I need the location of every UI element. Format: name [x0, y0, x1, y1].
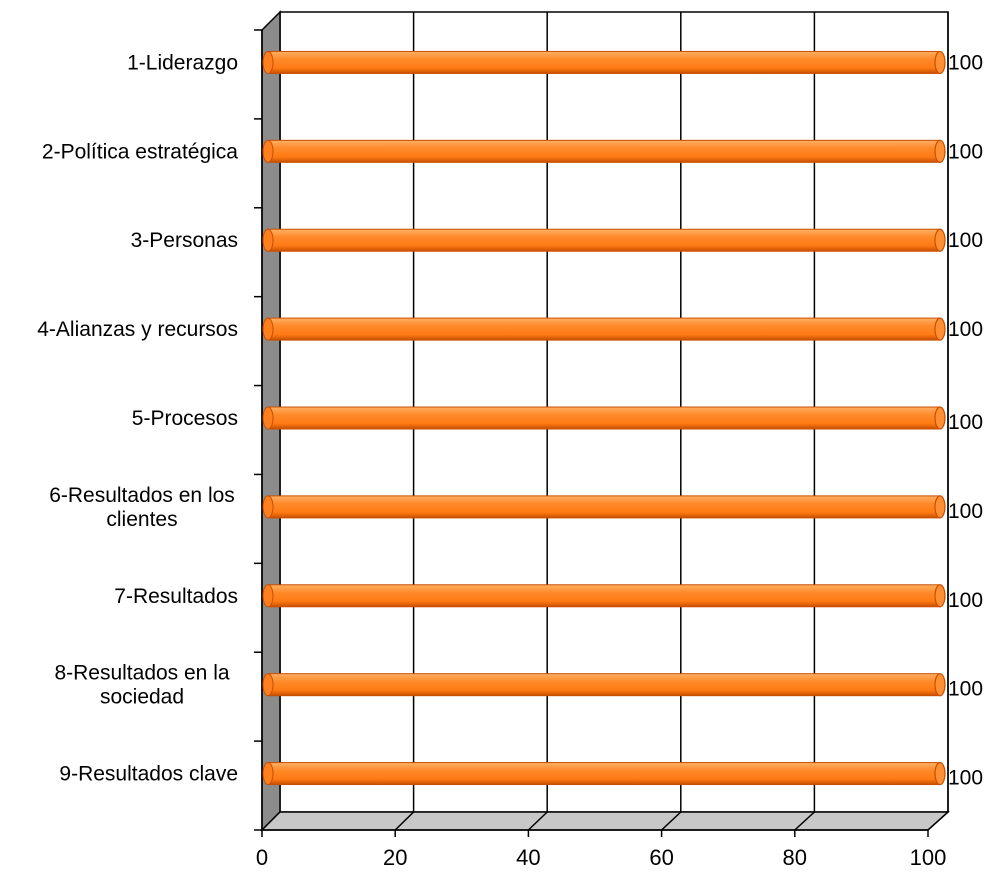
- bar: [262, 50, 946, 75]
- bar-body: [267, 584, 941, 608]
- bar: [262, 317, 946, 341]
- bar: [262, 139, 946, 163]
- category-label: 5-Procesos: [132, 407, 238, 430]
- data-label: 100: [948, 411, 983, 434]
- bar-body: [267, 495, 941, 519]
- data-label: 100: [948, 51, 983, 74]
- bar-end-cap: [934, 317, 946, 341]
- data-label: 100: [948, 589, 983, 612]
- x-tick-label: 0: [256, 845, 268, 870]
- bar-body: [267, 317, 941, 341]
- bar-body: [267, 139, 941, 163]
- bar-end-cap: [934, 761, 946, 786]
- bar-start-cap: [262, 673, 274, 697]
- gridline-floor: [394, 811, 415, 831]
- bar-end-cap: [934, 673, 946, 697]
- bar: [262, 673, 946, 697]
- bar: [262, 584, 946, 608]
- bar-start-cap: [262, 317, 274, 341]
- category-label: 7-Resultados: [114, 585, 238, 608]
- category-label: 3-Personas: [131, 229, 238, 252]
- bar-end-cap: [934, 495, 946, 519]
- bar-end-cap: [934, 406, 946, 430]
- x-tick-labels: 0 20 40 60 80 100: [256, 845, 946, 870]
- bar-start-cap: [262, 50, 274, 74]
- bars: [262, 50, 946, 786]
- bar-start-cap: [262, 228, 274, 252]
- bar-end-cap: [934, 584, 946, 608]
- category-label: 6-Resultados en los: [49, 484, 235, 507]
- bar: [262, 761, 946, 786]
- bar-start-cap: [262, 762, 274, 786]
- data-label: 100: [948, 500, 983, 523]
- bar-body: [267, 228, 941, 252]
- bar-body: [267, 50, 941, 74]
- bar-end-cap: [934, 50, 946, 75]
- axes: [254, 29, 929, 837]
- x-tick-label: 60: [649, 845, 673, 870]
- gridline-floor: [927, 811, 949, 831]
- bar-start-cap: [262, 139, 274, 163]
- x-tick-label: 20: [383, 845, 407, 870]
- category-label: 4-Alianzas y recursos: [37, 318, 238, 341]
- category-labels: 1-Liderazgo 2-Política estratégica 3-Perso…: [37, 51, 238, 785]
- bar: [262, 406, 946, 430]
- data-label: 100: [948, 140, 983, 163]
- bar-body: [267, 406, 941, 430]
- data-labels: 100 100 100 100 100 100 100 100 100: [948, 51, 983, 789]
- category-label: sociedad: [100, 686, 184, 709]
- gridline-floor: [794, 811, 815, 831]
- data-label: 100: [948, 678, 983, 701]
- bar-end-cap: [934, 139, 946, 163]
- bar-body: [267, 762, 941, 786]
- gridline-floor: [661, 811, 682, 831]
- data-label: 100: [948, 318, 983, 341]
- bar: [262, 495, 946, 519]
- bar-start-cap: [262, 495, 274, 519]
- category-label: 9-Resultados clave: [59, 763, 238, 786]
- bar-end-cap: [934, 228, 946, 252]
- x-tick-label: 40: [516, 845, 540, 870]
- bar: [262, 228, 946, 252]
- category-label: clientes: [106, 508, 177, 531]
- category-label: 2-Política estratégica: [42, 140, 238, 163]
- gridline-floor: [527, 811, 548, 831]
- x-tick-label: 100: [910, 845, 947, 870]
- data-label: 100: [948, 767, 983, 790]
- data-label: 100: [948, 229, 983, 252]
- bar-start-cap: [262, 406, 274, 430]
- floor: [260, 811, 950, 831]
- category-label: 8-Resultados en la: [54, 662, 229, 685]
- bar-body: [267, 673, 941, 697]
- x-tick-label: 80: [783, 845, 807, 870]
- category-label: 1-Liderazgo: [127, 51, 238, 74]
- bar-start-cap: [262, 584, 274, 608]
